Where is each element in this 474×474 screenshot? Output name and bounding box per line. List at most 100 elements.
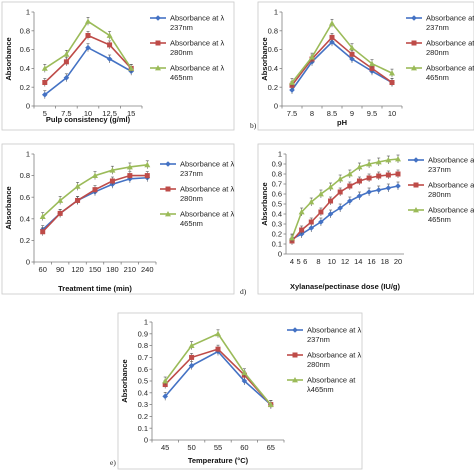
y-tick-label: 0.2 <box>138 412 148 421</box>
panel-label: e) <box>110 458 116 467</box>
y-tick-label: 0.9 <box>138 329 148 338</box>
x-tick-label: 60 <box>240 443 248 452</box>
data-point <box>40 229 46 235</box>
data-point <box>366 175 372 181</box>
legend-swatch-marker <box>165 211 171 217</box>
data-point <box>318 219 324 225</box>
legend-swatch-marker <box>292 327 298 333</box>
data-point <box>215 346 221 352</box>
data-point <box>389 80 395 85</box>
x-tick-label: 50 <box>187 443 195 452</box>
legend-label-unit: 280nm <box>426 48 449 57</box>
x-tick-label: 4 <box>290 257 294 266</box>
series-s465 <box>162 329 274 409</box>
data-point <box>92 187 98 193</box>
x-tick-label: 6 <box>303 257 307 266</box>
y-axis-title: Absorbance <box>4 37 13 80</box>
x-tick-label: 12.5 <box>102 109 117 118</box>
x-tick-label: 15 <box>127 109 135 118</box>
x-tick-label: 7.5 <box>61 109 71 118</box>
legend-swatch-marker <box>413 157 419 163</box>
series-s280 <box>42 31 134 87</box>
data-point <box>329 39 335 45</box>
data-point <box>298 209 305 215</box>
legend-label: Absorbance at λ <box>170 64 224 73</box>
x-tick-label: 10 <box>328 257 336 266</box>
data-point <box>63 75 70 81</box>
legend-label-unit: λ465nm <box>307 385 334 394</box>
data-point <box>267 401 274 407</box>
legend-label-unit: 237nm <box>428 165 451 174</box>
y-tick-label: 0.7 <box>138 353 148 362</box>
data-point <box>241 369 248 376</box>
x-tick-label: 18 <box>381 257 389 266</box>
data-point <box>41 65 48 71</box>
data-point <box>317 191 324 197</box>
y-tick-label: 0 <box>144 436 148 445</box>
legend-label: Absorbance at λ <box>428 206 474 215</box>
y-tick-label: 0.5 <box>138 377 148 386</box>
legend-swatch-marker <box>155 15 161 21</box>
data-point <box>369 65 375 71</box>
data-point <box>356 193 363 199</box>
legend-swatch-marker <box>413 207 419 213</box>
data-point <box>289 87 295 93</box>
series-s465 <box>39 160 151 221</box>
legend-label: Absorbance at λ <box>428 156 474 165</box>
chart-panel-4: 0 0.1 0.2 0.3 0.4 0.5 0.6 0.7 0.8 0.9 1 45 50 55 60 65 T… <box>117 312 363 470</box>
legend-swatch-marker <box>292 352 298 358</box>
data-point <box>188 362 195 369</box>
y-tick-label: 0.6 <box>138 365 148 374</box>
legend-swatch-marker <box>155 40 161 46</box>
data-point <box>395 156 401 162</box>
legend-swatch-marker <box>411 15 417 21</box>
panel-border <box>117 312 363 470</box>
legend-label-unit: 280nm <box>180 194 203 203</box>
legend-swatch-marker <box>411 65 417 71</box>
data-point <box>349 51 355 57</box>
data-point <box>318 209 324 215</box>
data-point <box>189 354 195 360</box>
x-tick-label: 5 <box>43 109 47 118</box>
data-point <box>309 54 315 60</box>
legend-label: Absorbance at λ <box>426 14 474 23</box>
series-s237 <box>42 43 134 99</box>
x-tick-label: 14 <box>354 257 362 266</box>
y-tick-label: 0.8 <box>272 170 282 179</box>
data-point <box>107 42 113 48</box>
chart-panel-1: 0 0.2 0.4 0.6 0.8 1 7.5 8 8.5 9 9.5 10 pH Absorbance A… <box>257 1 474 131</box>
data-point <box>347 198 353 204</box>
legend-label: Absorbance at λ <box>428 181 474 190</box>
series-s280 <box>289 169 401 245</box>
data-point <box>63 51 70 57</box>
legend-label: Absorbance at λ <box>180 160 234 169</box>
x-tick-label: 45 <box>161 443 169 452</box>
legend-label-unit: 237nm <box>180 169 203 178</box>
y-tick-label: 1 <box>26 150 30 159</box>
data-point <box>356 178 362 184</box>
y-axis-title: Absorbance <box>4 186 13 229</box>
series-s465 <box>289 154 401 242</box>
x-tick-label: 10 <box>84 109 92 118</box>
legend-label: Absorbance at λ <box>180 185 234 194</box>
y-tick-label: 1 <box>144 318 148 327</box>
data-point <box>337 205 343 211</box>
data-point <box>308 199 315 205</box>
data-point <box>106 32 113 38</box>
y-tick-label: 1 <box>278 150 282 159</box>
y-tick-label: 0 <box>26 102 30 111</box>
panel-border <box>257 143 474 295</box>
y-tick-label: 0 <box>278 250 282 259</box>
legend-swatch-marker <box>292 377 298 383</box>
x-tick-label: 55 <box>214 443 222 452</box>
y-tick-label: 0.2 <box>20 236 30 245</box>
data-point <box>308 225 315 231</box>
legend-label-unit: 280nm <box>428 190 451 199</box>
data-point <box>289 235 295 241</box>
x-tick-label: 8 <box>316 257 320 266</box>
x-axis-title: pH <box>337 118 347 127</box>
y-tick-label: 0 <box>26 258 30 267</box>
data-point <box>389 70 395 76</box>
y-tick-label: 0.6 <box>268 45 278 54</box>
data-point <box>366 189 372 195</box>
